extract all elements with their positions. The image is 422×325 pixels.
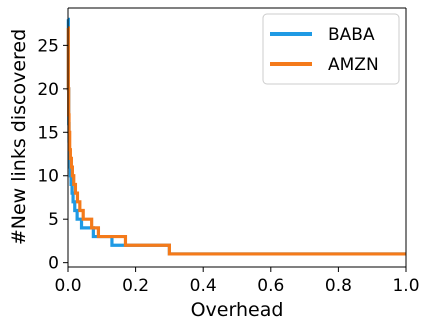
x-axis-label: Overhead (191, 299, 284, 321)
series-lines (66, 17, 406, 256)
y-tick-label: 0 (48, 254, 59, 274)
legend-label-baba: BABA (328, 25, 375, 45)
series-line-amzn (66, 26, 406, 256)
y-axis-label: #New links discovered (8, 29, 30, 245)
y-axis-ticks: 0 5 10 15 20 25 (37, 36, 68, 274)
legend-label-amzn: AMZN (328, 55, 379, 75)
y-tick-label: 25 (37, 36, 59, 56)
x-tick-label: 1.0 (392, 276, 419, 296)
x-tick-label: 0.6 (257, 276, 284, 296)
legend: BABA AMZN (262, 13, 400, 85)
y-tick-label: 5 (48, 210, 59, 230)
x-tick-label: 0.4 (190, 276, 217, 296)
x-axis-ticks: 0.0 0.2 0.4 0.6 0.8 1.0 (54, 267, 420, 296)
y-tick-label: 20 (37, 80, 59, 100)
y-tick-label: 10 (37, 167, 59, 187)
x-tick-label: 0.8 (325, 276, 352, 296)
legend-box (262, 13, 400, 85)
y-tick-label: 15 (37, 123, 59, 143)
x-tick-label: 0.2 (122, 276, 149, 296)
x-tick-label: 0.0 (54, 276, 81, 296)
plot-frame (67, 7, 407, 268)
